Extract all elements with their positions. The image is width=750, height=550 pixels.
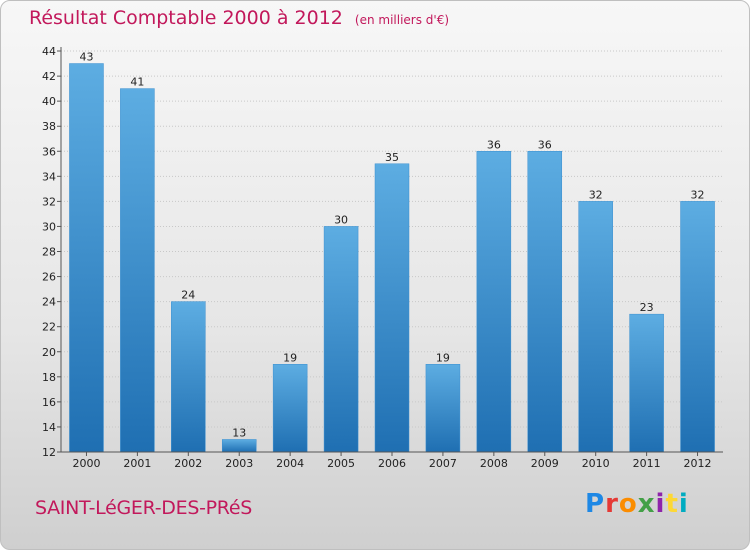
- logo-letter: x: [637, 489, 656, 519]
- data-label: 24: [181, 289, 195, 302]
- x-tick-label: 2003: [225, 457, 253, 470]
- data-label: 36: [487, 138, 501, 151]
- municipality-name: SAINT-LéGER-DES-PRéS: [35, 497, 253, 519]
- data-label: 35: [385, 151, 399, 164]
- x-tick-label: 2005: [327, 457, 355, 470]
- bar: [578, 201, 613, 453]
- logo-letter: i: [678, 489, 689, 519]
- data-label: 13: [232, 426, 246, 439]
- bar: [527, 151, 563, 453]
- data-label: 30: [334, 213, 348, 226]
- y-tick-label: 38: [42, 120, 56, 133]
- data-label: 32: [691, 188, 705, 201]
- bars: 43 41 24 13 19 30 35 19 36 36 32 23 32: [69, 51, 715, 453]
- bar: [171, 301, 206, 453]
- bar: [374, 163, 410, 453]
- chart-title: Résultat Comptable 2000 à 2012: [29, 7, 343, 29]
- x-tick-label: 2007: [429, 457, 457, 470]
- data-label: 36: [538, 138, 552, 151]
- data-label: 19: [436, 351, 450, 364]
- y-tick-label: 16: [42, 396, 56, 409]
- x-tick-label: 2000: [72, 457, 100, 470]
- y-tick-label: 40: [42, 95, 56, 108]
- chart-unit: (en milliers d'€): [354, 13, 450, 27]
- chart-title-block: Résultat Comptable 2000 à 2012 (en millie…: [29, 7, 449, 29]
- x-tick-label: 2008: [480, 457, 508, 470]
- y-tick-label: 18: [42, 371, 56, 384]
- logo-letter: r: [605, 489, 619, 519]
- bar: [221, 439, 257, 453]
- bar: [425, 364, 461, 453]
- data-label: 32: [589, 188, 603, 201]
- data-label: 19: [283, 351, 297, 364]
- logo-letter: t: [665, 489, 679, 519]
- y-tick-label: 20: [42, 346, 56, 359]
- axes: 12 14 16 18 20 22 24 26 28 30 32 34 36 38 40 42 44 2000 20…: [42, 45, 723, 470]
- y-tick-label: 34: [42, 170, 56, 183]
- bar: [323, 226, 359, 453]
- bar: [120, 88, 155, 453]
- y-tick-label: 44: [42, 45, 56, 58]
- x-tick-label: 2012: [684, 457, 712, 470]
- logo-letter: i: [655, 489, 666, 519]
- proxiti-logo: Proxiti: [585, 489, 689, 519]
- data-label: 23: [640, 301, 654, 314]
- bar: [272, 364, 308, 453]
- data-label: 43: [79, 51, 93, 64]
- y-tick-label: 36: [42, 145, 56, 158]
- x-tick-label: 2001: [123, 457, 151, 470]
- bar: [69, 63, 104, 453]
- y-tick-label: 42: [42, 70, 56, 83]
- logo-letter: P: [585, 489, 606, 519]
- x-tick-label: 2009: [531, 457, 559, 470]
- x-tick-label: 2006: [378, 457, 406, 470]
- y-tick-label: 26: [42, 271, 56, 284]
- y-tick-label: 24: [42, 296, 56, 309]
- y-tick-label: 22: [42, 321, 56, 334]
- y-tick-label: 14: [42, 421, 56, 434]
- data-label: 41: [130, 76, 144, 89]
- bar: [680, 201, 715, 453]
- y-tick-label: 30: [42, 220, 56, 233]
- x-tick-label: 2002: [174, 457, 202, 470]
- bar: [629, 313, 664, 453]
- y-tick-label: 32: [42, 195, 56, 208]
- x-tick-label: 2011: [633, 457, 661, 470]
- x-tick-label: 2004: [276, 457, 304, 470]
- bar: [476, 151, 512, 453]
- y-tick-label: 12: [42, 446, 56, 459]
- x-tick-label: 2010: [582, 457, 610, 470]
- y-tick-label: 28: [42, 246, 56, 259]
- logo-letter: o: [618, 489, 638, 519]
